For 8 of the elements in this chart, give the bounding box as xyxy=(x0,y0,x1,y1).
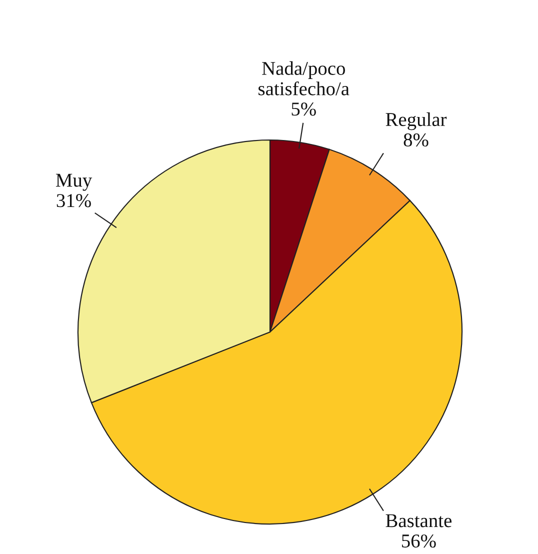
data-label: 8% xyxy=(404,133,428,147)
data-label: 31% xyxy=(56,194,91,208)
slice-label: Muy xyxy=(56,174,92,191)
data-label: 56% xyxy=(402,534,436,548)
slice-label: Nada/poco satisfecho/a xyxy=(258,61,350,96)
slice-label: Bastante xyxy=(386,514,452,528)
data-label: 5% xyxy=(292,102,316,116)
slice-label: Regular xyxy=(386,112,447,130)
